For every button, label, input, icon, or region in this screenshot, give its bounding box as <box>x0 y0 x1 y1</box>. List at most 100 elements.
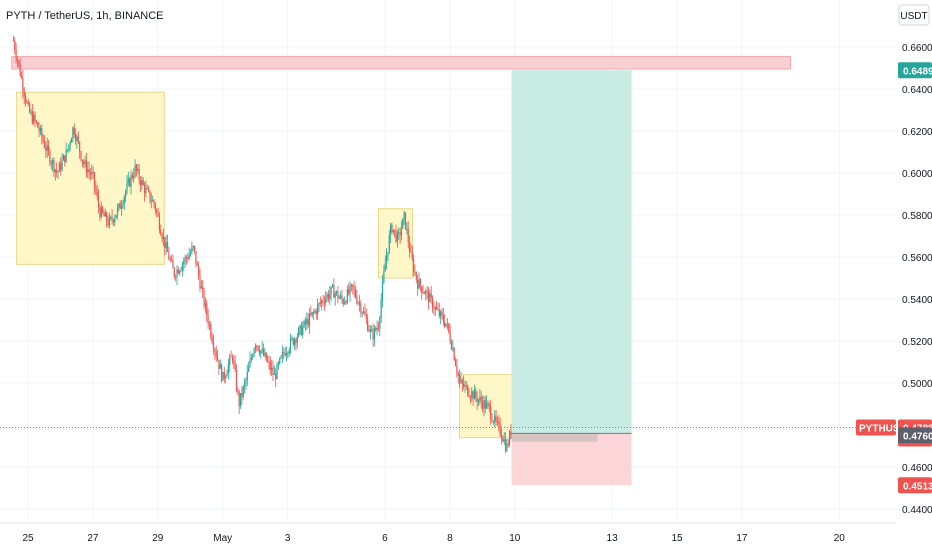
candle-body <box>223 371 225 379</box>
candle-body <box>483 400 485 409</box>
candle-body <box>448 323 450 332</box>
candle-body <box>237 389 239 393</box>
candle-body <box>383 271 385 282</box>
candle-body <box>375 327 377 330</box>
candle-body <box>481 401 484 409</box>
candle-body <box>306 319 308 325</box>
candle-body <box>210 324 212 337</box>
candle-body <box>99 207 101 218</box>
candle-body <box>185 257 188 259</box>
candle-body <box>492 421 494 423</box>
candle-body <box>296 336 298 343</box>
entry-box <box>511 433 598 442</box>
candle-body <box>256 345 258 347</box>
y-tick-label: 0.4600 <box>902 463 932 474</box>
y-tick-label: 0.6600 <box>902 43 932 54</box>
candle-body <box>238 392 240 407</box>
candle-body <box>153 200 155 205</box>
currency-button[interactable]: USDT <box>898 4 930 26</box>
candle-body <box>266 360 269 362</box>
candle-body <box>119 203 121 209</box>
candle-body <box>345 301 347 303</box>
candle-body <box>191 247 193 253</box>
candlestick-series <box>12 35 512 454</box>
candle-body <box>122 204 124 207</box>
candle-body <box>319 303 321 304</box>
candle-body <box>446 323 449 325</box>
candle-body <box>177 269 179 274</box>
candle-body <box>239 393 242 407</box>
candle-body <box>281 352 284 357</box>
candle-body <box>229 356 231 365</box>
candle-body <box>77 136 79 142</box>
long-position-profit-zone[interactable] <box>511 70 632 434</box>
candle-body <box>392 229 394 233</box>
candle-body <box>152 200 154 202</box>
candle-body <box>202 286 204 291</box>
candle-body <box>348 289 350 294</box>
candle-body <box>429 293 431 303</box>
candle-body <box>84 160 86 165</box>
candle-body <box>100 207 102 218</box>
candle-body <box>211 336 213 343</box>
candle-body <box>454 359 457 366</box>
candle-body <box>365 315 367 320</box>
candle-body <box>380 299 382 319</box>
candle-body <box>173 268 175 277</box>
candle-body <box>463 383 465 387</box>
candle-body <box>18 60 20 64</box>
candle-body <box>133 176 135 178</box>
candle-body <box>265 352 267 361</box>
candle-body <box>314 310 316 313</box>
candle-body <box>292 338 294 345</box>
candle-body <box>477 399 480 403</box>
entry-price-tag-bg <box>898 427 932 444</box>
candle-body <box>333 285 335 298</box>
candle-body <box>360 303 362 313</box>
candle-body <box>196 263 198 266</box>
candle-body <box>434 307 436 310</box>
long-position-loss-zone[interactable] <box>511 433 632 486</box>
candle-body <box>85 160 88 173</box>
candle-body <box>507 443 509 445</box>
candle-body <box>95 186 97 192</box>
candle-body <box>395 230 397 242</box>
candle-body <box>280 356 282 359</box>
candle-body <box>299 325 301 329</box>
x-tick-label: 15 <box>671 533 683 544</box>
candle-body <box>487 402 489 404</box>
candle-body <box>452 348 454 350</box>
candle-body <box>390 224 392 236</box>
price-axis[interactable]: 0.6600 0.6400 0.6200 0.6000 0.5800 0.5600 0.54… <box>902 43 932 516</box>
time-axis[interactable]: 25 27 29 May 3 6 8 10 13 15 17 20 <box>0 522 896 544</box>
candle-body <box>311 312 313 315</box>
candle-body <box>189 252 192 255</box>
candle-body <box>326 294 328 299</box>
candle-body <box>115 214 117 218</box>
candle-body <box>479 397 481 400</box>
candle-body <box>135 165 138 171</box>
resistance-zone[interactable] <box>11 55 792 70</box>
candle-body <box>364 311 366 316</box>
candle-body <box>110 216 112 218</box>
candle-body <box>310 313 312 315</box>
candle-body <box>58 163 60 172</box>
candle-body <box>353 286 355 290</box>
candle-body <box>450 341 453 350</box>
currency-button-frame[interactable] <box>898 4 930 26</box>
candle-body <box>486 402 488 409</box>
candle-body <box>102 207 104 213</box>
candle-body <box>249 359 251 367</box>
candle-body <box>440 311 442 317</box>
x-tick-label: 8 <box>447 533 453 544</box>
candle-body <box>261 348 263 351</box>
candle-body <box>464 385 466 387</box>
candle-body <box>214 349 216 352</box>
candle-body <box>181 264 184 270</box>
candle-body <box>139 179 142 186</box>
candle-body <box>42 137 44 142</box>
y-tick-label: 0.5600 <box>902 253 932 264</box>
candle-body <box>179 270 181 274</box>
